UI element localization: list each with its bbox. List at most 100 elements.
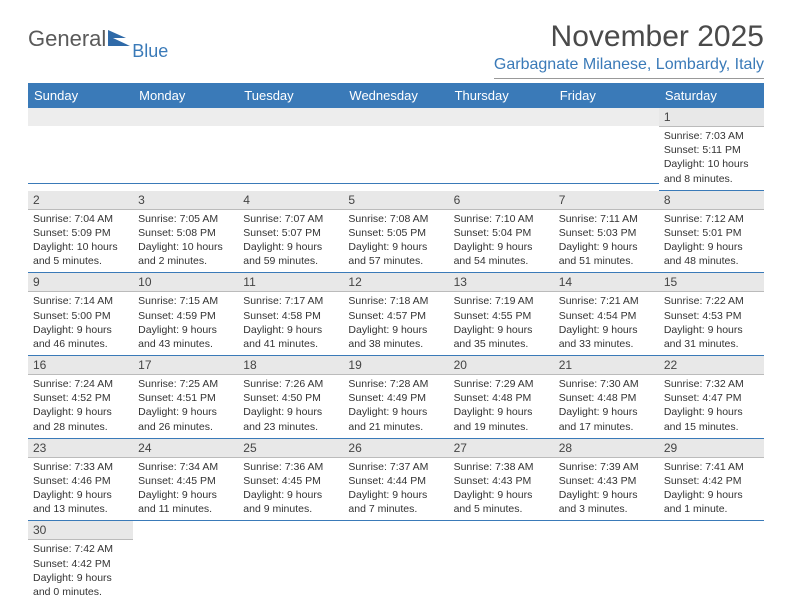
daylight-line: Daylight: 9 hours and 28 minutes. [33, 405, 128, 433]
day-number: 4 [238, 191, 343, 210]
day-number: 27 [449, 439, 554, 458]
daylight-line: Daylight: 9 hours and 21 minutes. [348, 405, 443, 433]
sunrise-line: Sunrise: 7:38 AM [454, 460, 549, 474]
day-number: 24 [133, 439, 238, 458]
sunset-line: Sunset: 5:03 PM [559, 226, 654, 240]
calendar-week: 30Sunrise: 7:42 AMSunset: 4:42 PMDayligh… [28, 521, 764, 603]
calendar-cell: 23Sunrise: 7:33 AMSunset: 4:46 PMDayligh… [28, 439, 133, 522]
empty-daynum-bar [133, 108, 238, 126]
day-details: Sunrise: 7:15 AMSunset: 4:59 PMDaylight:… [133, 292, 238, 356]
day-number: 30 [28, 521, 133, 540]
calendar-week: 16Sunrise: 7:24 AMSunset: 4:52 PMDayligh… [28, 356, 764, 439]
day-details: Sunrise: 7:37 AMSunset: 4:44 PMDaylight:… [343, 458, 448, 522]
calendar-cell: 12Sunrise: 7:18 AMSunset: 4:57 PMDayligh… [343, 273, 448, 356]
day-number: 15 [659, 273, 764, 292]
daylight-line: Daylight: 10 hours and 5 minutes. [33, 240, 128, 268]
sunrise-line: Sunrise: 7:33 AM [33, 460, 128, 474]
dow-fri: Friday [554, 83, 659, 108]
dow-tue: Tuesday [238, 83, 343, 108]
sunrise-line: Sunrise: 7:24 AM [33, 377, 128, 391]
day-number: 22 [659, 356, 764, 375]
day-details: Sunrise: 7:22 AMSunset: 4:53 PMDaylight:… [659, 292, 764, 356]
sunset-line: Sunset: 4:42 PM [664, 474, 759, 488]
sunrise-line: Sunrise: 7:18 AM [348, 294, 443, 308]
calendar-week: 1Sunrise: 7:03 AMSunset: 5:11 PMDaylight… [28, 108, 764, 191]
daylight-line: Daylight: 9 hours and 57 minutes. [348, 240, 443, 268]
sunrise-line: Sunrise: 7:42 AM [33, 542, 128, 556]
day-details: Sunrise: 7:08 AMSunset: 5:05 PMDaylight:… [343, 210, 448, 274]
empty-cell-body [133, 126, 238, 184]
day-details: Sunrise: 7:33 AMSunset: 4:46 PMDaylight:… [28, 458, 133, 522]
calendar-cell: 11Sunrise: 7:17 AMSunset: 4:58 PMDayligh… [238, 273, 343, 356]
daylight-line: Daylight: 9 hours and 3 minutes. [559, 488, 654, 516]
calendar-cell: 20Sunrise: 7:29 AMSunset: 4:48 PMDayligh… [449, 356, 554, 439]
daylight-line: Daylight: 9 hours and 31 minutes. [664, 323, 759, 351]
calendar-cell: 25Sunrise: 7:36 AMSunset: 4:45 PMDayligh… [238, 439, 343, 522]
sunrise-line: Sunrise: 7:26 AM [243, 377, 338, 391]
daylight-line: Daylight: 9 hours and 13 minutes. [33, 488, 128, 516]
sunrise-line: Sunrise: 7:10 AM [454, 212, 549, 226]
sunset-line: Sunset: 5:07 PM [243, 226, 338, 240]
day-number: 5 [343, 191, 448, 210]
sunset-line: Sunset: 4:43 PM [454, 474, 549, 488]
day-details: Sunrise: 7:42 AMSunset: 4:42 PMDaylight:… [28, 540, 133, 603]
day-details: Sunrise: 7:07 AMSunset: 5:07 PMDaylight:… [238, 210, 343, 274]
daylight-line: Daylight: 9 hours and 43 minutes. [138, 323, 233, 351]
calendar-cell [554, 108, 659, 191]
daylight-line: Daylight: 9 hours and 17 minutes. [559, 405, 654, 433]
calendar-cell: 13Sunrise: 7:19 AMSunset: 4:55 PMDayligh… [449, 273, 554, 356]
day-number: 9 [28, 273, 133, 292]
day-number: 1 [659, 108, 764, 127]
sunset-line: Sunset: 4:52 PM [33, 391, 128, 405]
day-details: Sunrise: 7:19 AMSunset: 4:55 PMDaylight:… [449, 292, 554, 356]
sunset-line: Sunset: 4:51 PM [138, 391, 233, 405]
sunset-line: Sunset: 4:53 PM [664, 309, 759, 323]
empty-cell-body [449, 126, 554, 184]
day-details: Sunrise: 7:03 AMSunset: 5:11 PMDaylight:… [659, 127, 764, 191]
sunrise-line: Sunrise: 7:15 AM [138, 294, 233, 308]
day-details: Sunrise: 7:29 AMSunset: 4:48 PMDaylight:… [449, 375, 554, 439]
day-number: 12 [343, 273, 448, 292]
calendar-cell [554, 521, 659, 603]
sunrise-line: Sunrise: 7:32 AM [664, 377, 759, 391]
day-number: 28 [554, 439, 659, 458]
calendar-cell: 17Sunrise: 7:25 AMSunset: 4:51 PMDayligh… [133, 356, 238, 439]
day-details: Sunrise: 7:21 AMSunset: 4:54 PMDaylight:… [554, 292, 659, 356]
day-number: 11 [238, 273, 343, 292]
sunset-line: Sunset: 4:45 PM [243, 474, 338, 488]
empty-cell-body [343, 126, 448, 184]
calendar-cell: 15Sunrise: 7:22 AMSunset: 4:53 PMDayligh… [659, 273, 764, 356]
daylight-line: Daylight: 9 hours and 26 minutes. [138, 405, 233, 433]
sunset-line: Sunset: 4:43 PM [559, 474, 654, 488]
dow-mon: Monday [133, 83, 238, 108]
sunset-line: Sunset: 5:05 PM [348, 226, 443, 240]
sunset-line: Sunset: 4:42 PM [33, 557, 128, 571]
calendar-cell: 19Sunrise: 7:28 AMSunset: 4:49 PMDayligh… [343, 356, 448, 439]
daylight-line: Daylight: 9 hours and 41 minutes. [243, 323, 338, 351]
dow-wed: Wednesday [343, 83, 448, 108]
day-details: Sunrise: 7:41 AMSunset: 4:42 PMDaylight:… [659, 458, 764, 522]
empty-daynum-bar [554, 108, 659, 126]
calendar-cell [343, 108, 448, 191]
sunrise-line: Sunrise: 7:05 AM [138, 212, 233, 226]
daylight-line: Daylight: 10 hours and 2 minutes. [138, 240, 233, 268]
daylight-line: Daylight: 9 hours and 51 minutes. [559, 240, 654, 268]
dow-sat: Saturday [659, 83, 764, 108]
sunrise-line: Sunrise: 7:28 AM [348, 377, 443, 391]
sunrise-line: Sunrise: 7:34 AM [138, 460, 233, 474]
day-number: 8 [659, 191, 764, 210]
day-number: 20 [449, 356, 554, 375]
daylight-line: Daylight: 9 hours and 5 minutes. [454, 488, 549, 516]
calendar-cell: 28Sunrise: 7:39 AMSunset: 4:43 PMDayligh… [554, 439, 659, 522]
sunset-line: Sunset: 4:47 PM [664, 391, 759, 405]
sunset-line: Sunset: 4:49 PM [348, 391, 443, 405]
day-number: 18 [238, 356, 343, 375]
empty-daynum-bar [449, 108, 554, 126]
day-details: Sunrise: 7:18 AMSunset: 4:57 PMDaylight:… [343, 292, 448, 356]
dow-sun: Sunday [28, 83, 133, 108]
daylight-line: Daylight: 9 hours and 38 minutes. [348, 323, 443, 351]
dow-thu: Thursday [449, 83, 554, 108]
sunrise-line: Sunrise: 7:30 AM [559, 377, 654, 391]
calendar-cell: 5Sunrise: 7:08 AMSunset: 5:05 PMDaylight… [343, 191, 448, 274]
calendar-cell: 7Sunrise: 7:11 AMSunset: 5:03 PMDaylight… [554, 191, 659, 274]
